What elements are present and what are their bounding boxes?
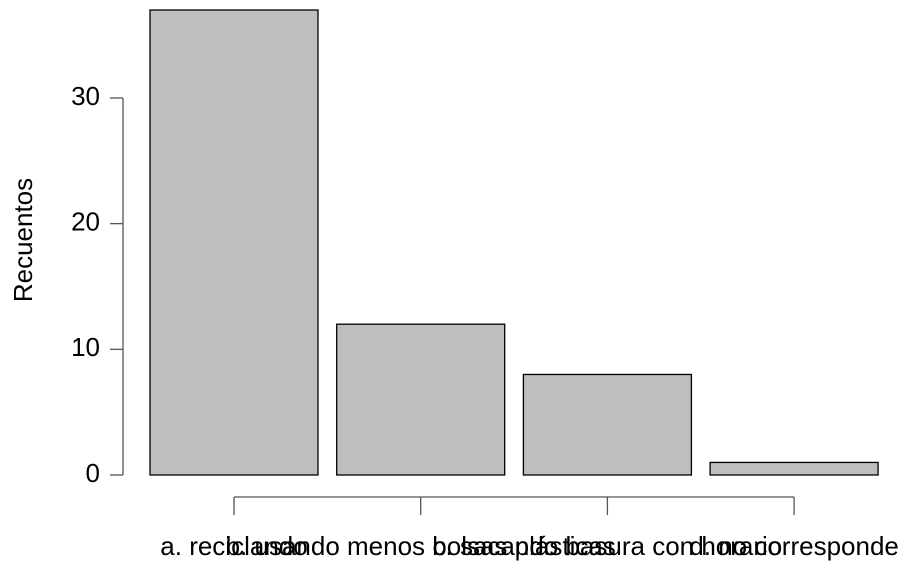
x-tick-label: b. usando menos bolsas plásticas [226,531,616,561]
bar [709,461,879,476]
y-tick-label: 0 [86,458,100,488]
y-tick-label: 10 [71,332,100,362]
y-tick-label: 20 [71,207,100,237]
x-tick-label: a. reciclando [160,531,307,561]
bar [522,373,693,476]
bar [336,323,506,476]
bar [149,9,319,476]
x-tick-label: d. no corresponde [689,531,899,561]
x-tick-label: c. sacando basura con horario [433,531,783,561]
y-tick-label: 30 [71,81,100,111]
y-axis-label: Recuentos [8,178,38,302]
